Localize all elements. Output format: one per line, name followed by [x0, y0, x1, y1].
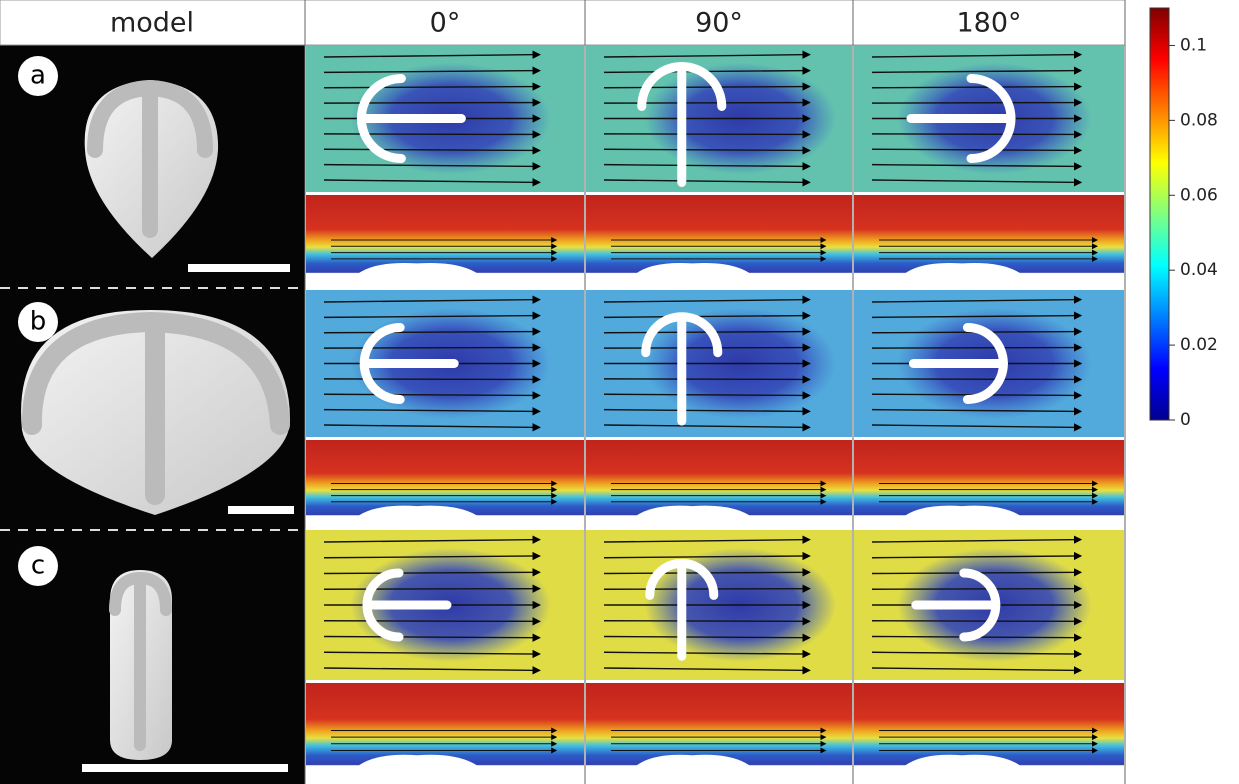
colorbar-tick-label: 0.06	[1180, 185, 1218, 205]
flow-arrow	[604, 621, 809, 622]
flow-arrow	[872, 379, 1081, 380]
flow-arrow	[604, 379, 809, 380]
flow-arrow	[872, 621, 1081, 622]
column-header: 90°	[695, 8, 743, 39]
column-header: 180°	[956, 8, 1021, 39]
colorbar-tick-label: 0.04	[1180, 260, 1218, 280]
colorbar	[1150, 8, 1169, 420]
flow-arrow	[604, 103, 809, 104]
row-label: b	[30, 307, 47, 337]
row-label: a	[30, 61, 46, 91]
row-label: c	[31, 551, 45, 581]
colorbar-tick-label: 0.08	[1180, 110, 1218, 130]
flow-arrow	[872, 589, 1081, 590]
column-header: model	[110, 8, 194, 39]
figure: a b c model 0° 90° 180° 0 0.02 0.04 0.06 0.0…	[0, 0, 1239, 784]
colorbar-tick-label: 0.02	[1180, 335, 1218, 355]
flow-arrow	[324, 348, 540, 349]
column-header: 0°	[430, 8, 461, 39]
flow-panels	[306, 45, 1124, 778]
flow-arrow	[324, 379, 540, 380]
flow-arrow	[324, 103, 540, 104]
flow-arrow	[604, 134, 809, 135]
flow-arrow	[604, 589, 809, 590]
colorbar-tick-label: 0	[1180, 410, 1191, 430]
flow-arrow	[872, 348, 1081, 349]
flow-arrow	[604, 348, 809, 349]
flow-arrow	[324, 134, 540, 135]
flow-arrow	[324, 589, 540, 590]
flow-arrow	[324, 621, 540, 622]
flow-arrow	[872, 103, 1081, 104]
colorbar-tick-label: 0.1	[1180, 35, 1207, 55]
flow-arrow	[872, 134, 1081, 135]
colorbar-ticks: 0 0.02 0.04 0.06 0.08 0.1	[1169, 35, 1218, 430]
